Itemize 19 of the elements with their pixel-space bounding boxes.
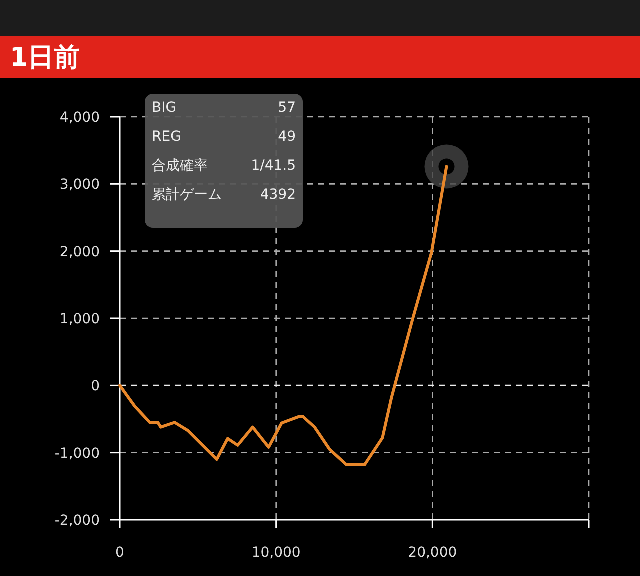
y-tick-label: 1,000 [60,312,100,328]
annotation: 49 [278,129,296,145]
x-tick-label: 0 [116,545,124,561]
annotation: REG [152,129,182,145]
chart-title: 1日前 [10,43,80,73]
y-tick-label: 3,000 [60,177,100,194]
text: BIG [152,100,177,116]
text: 57 [278,100,296,116]
annotation: 累計ゲーム [152,187,222,203]
y-tick-label: -1,000 [54,446,100,462]
x-tick-label: 10,000 [252,545,301,561]
annotation: 合成確率 [152,158,208,174]
annotation: 1/41.5 [251,158,296,174]
y-tick-label: 0 [91,378,100,395]
y-tick-label: 2,000 [60,244,100,260]
annotation: 4392 [260,187,296,203]
y-tick-label: 4,000 [60,110,100,126]
y-tick-label: -2,000 [54,513,100,529]
x-tick-label: 20,000 [408,545,458,561]
